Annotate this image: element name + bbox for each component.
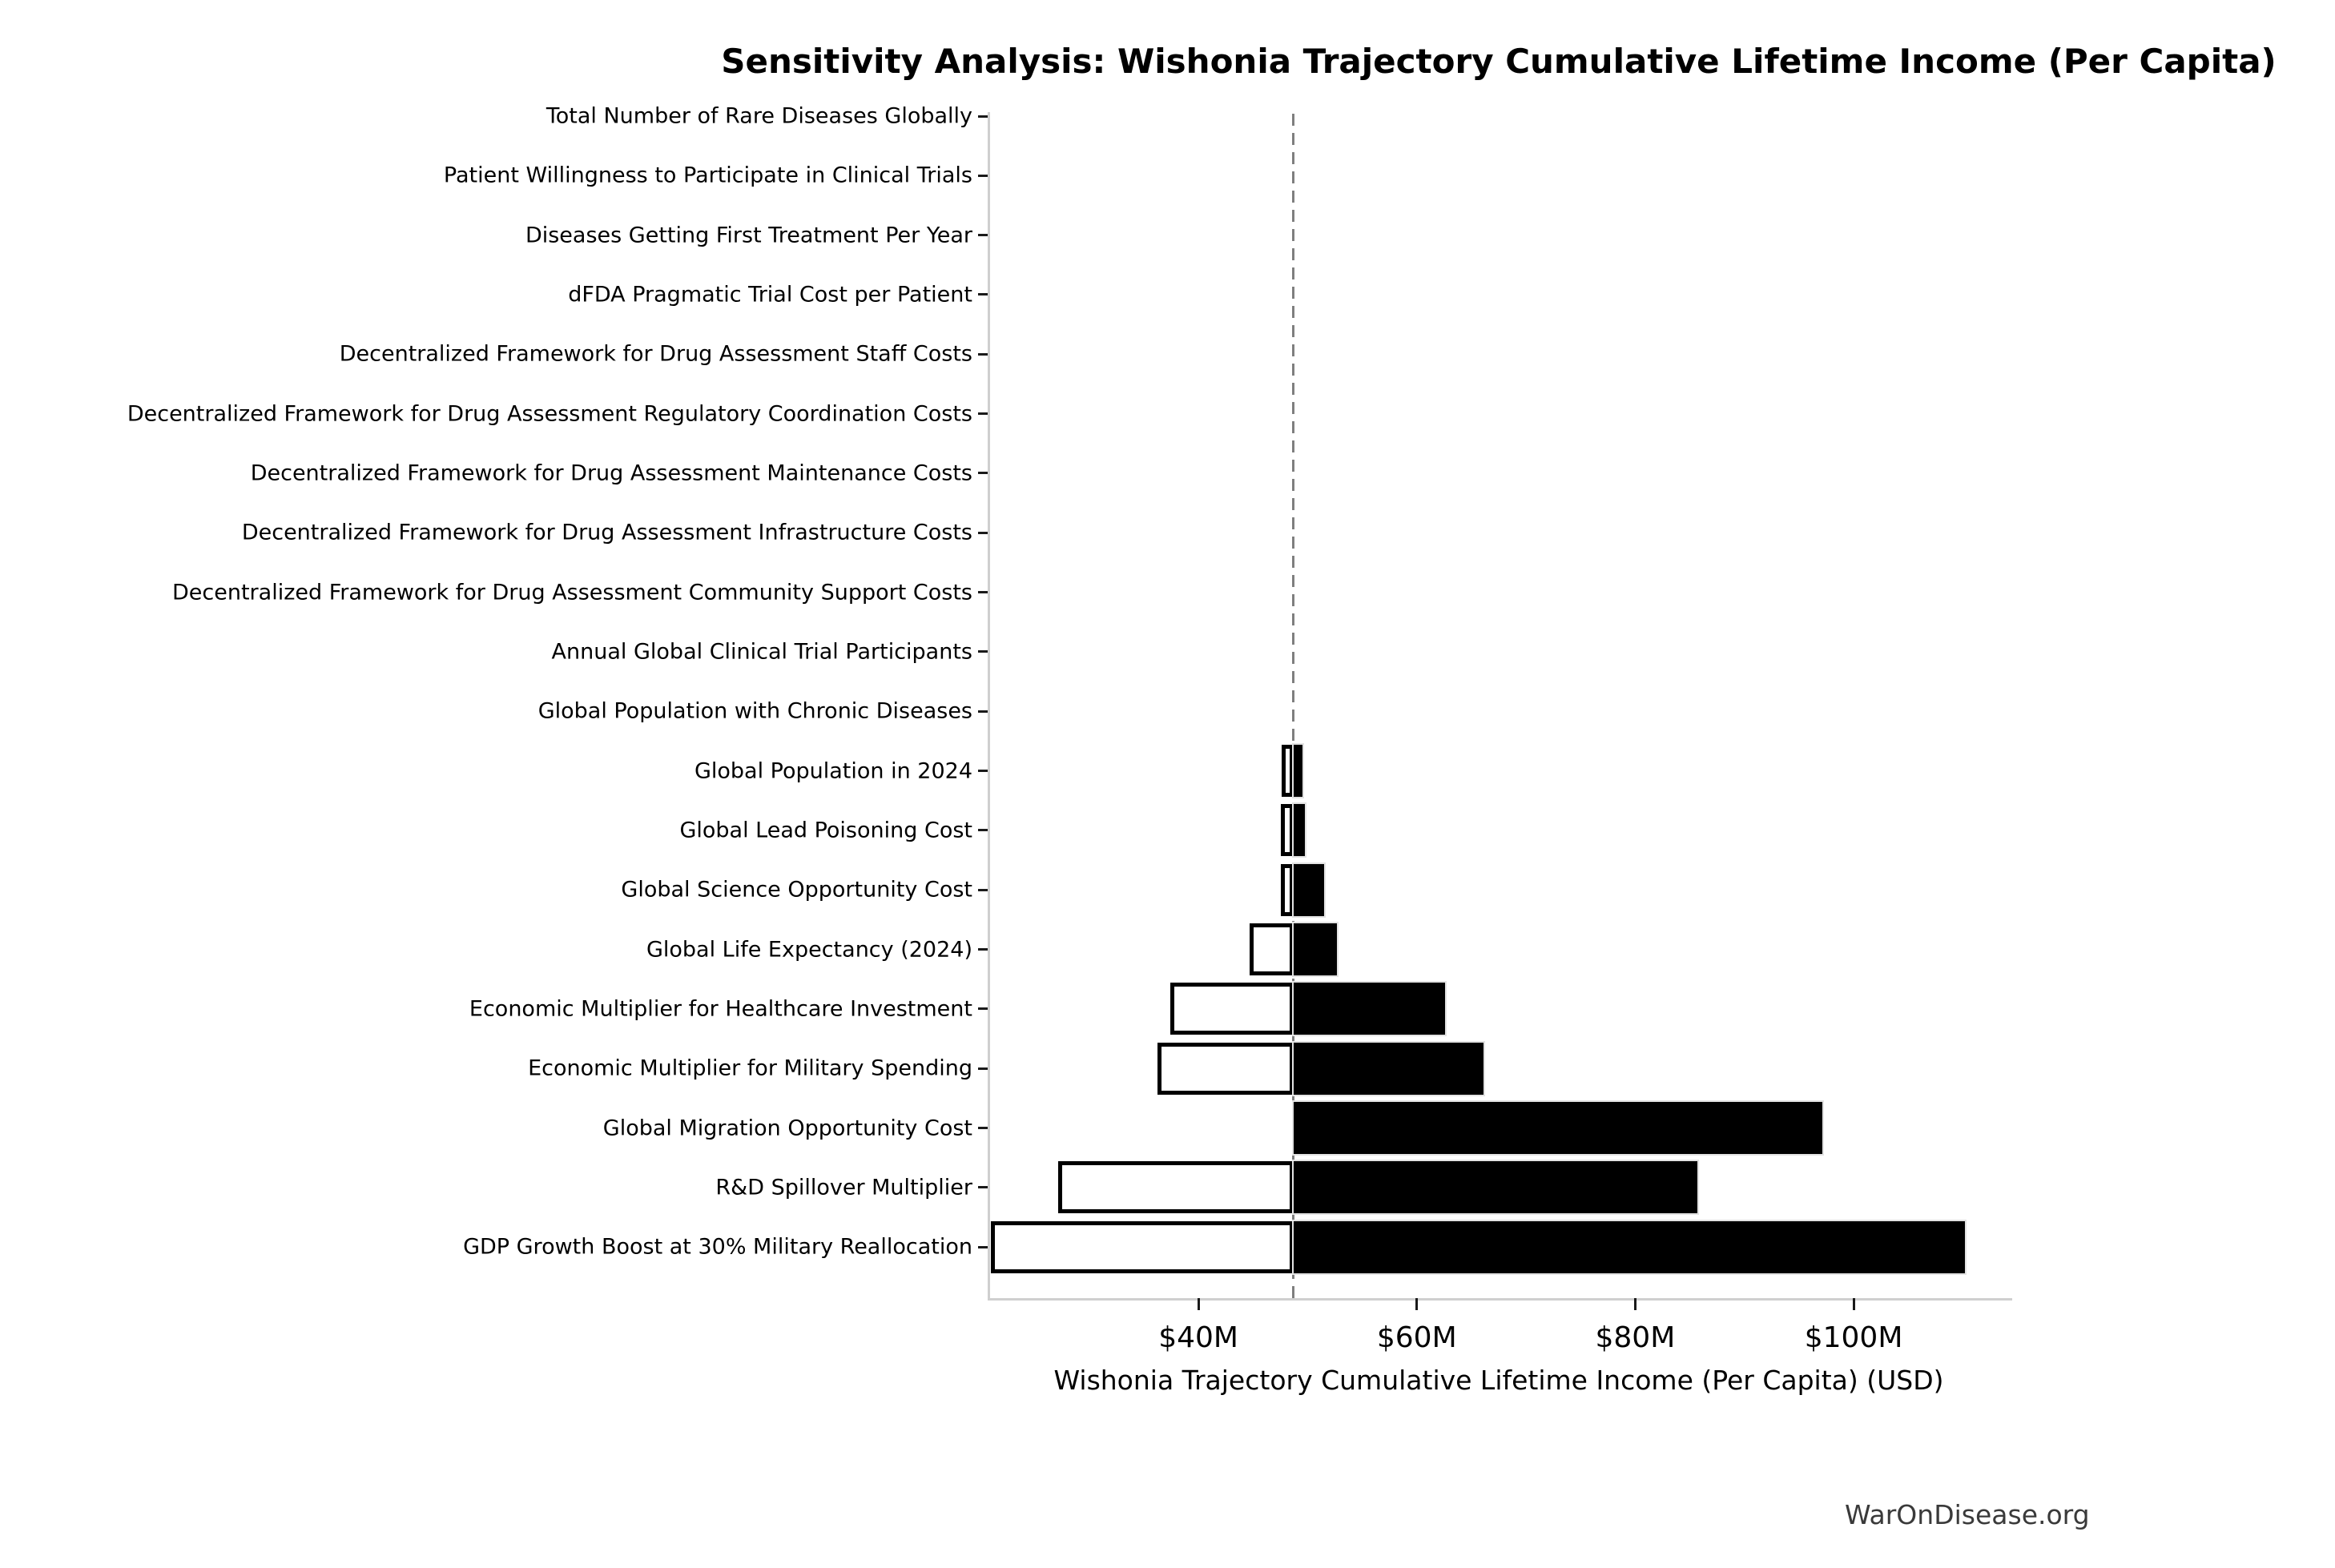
y-axis-label: Global Migration Opportunity Cost [602,1116,972,1141]
x-tick-label: $40M [1158,1321,1238,1354]
y-axis-label: Patient Willingness to Participate in Cl… [443,163,972,188]
y-tick [978,591,988,594]
chart-title: Sensitivity Analysis: Wishonia Trajector… [721,42,2277,81]
y-tick [978,352,988,356]
y-axis-label: R&D Spillover Multiplier [715,1175,972,1200]
x-tick [1197,1298,1200,1310]
y-axis-label: Economic Multiplier for Healthcare Inves… [469,996,972,1022]
x-tick [1852,1298,1855,1310]
bar-low [1281,745,1294,798]
bar-low [1057,1161,1294,1214]
y-tick [978,829,988,832]
y-axis-label: Decentralized Framework for Drug Assessm… [250,460,972,486]
x-tick-label: $60M [1376,1321,1457,1354]
y-tick [978,1127,988,1130]
y-tick [978,293,988,296]
y-tick [978,115,988,118]
y-tick [978,710,988,713]
bar-low [1250,923,1294,976]
watermark-text: WarOnDisease.org [1845,1499,2090,1530]
y-axis-label: Diseases Getting First Treatment Per Yea… [525,223,972,248]
bar-high [1293,863,1325,916]
y-tick [978,174,988,177]
y-tick [978,1245,988,1248]
bar-low [1280,804,1294,857]
y-tick [978,1186,988,1189]
y-tick [978,770,988,773]
y-axis-label: dFDA Pragmatic Trial Cost per Patient [568,282,972,308]
y-tick [978,472,988,475]
y-axis-label: Decentralized Framework for Drug Assessm… [339,341,972,367]
x-tick-label: $100M [1804,1321,1903,1354]
bar-low [1170,983,1294,1035]
y-tick [978,1067,988,1070]
bar-high [1293,923,1338,976]
y-axis-label: Annual Global Clinical Trial Participant… [551,639,972,665]
y-axis-label: GDP Growth Boost at 30% Military Realloc… [463,1234,972,1260]
bar-high [1293,1220,1966,1273]
y-tick [978,1007,988,1011]
y-tick [978,531,988,534]
bar-low [1157,1042,1294,1095]
y-tick [978,234,988,237]
plot-area [988,112,2012,1301]
x-tick-label: $80M [1595,1321,1676,1354]
bar-high [1293,1102,1822,1155]
x-tick [1415,1298,1419,1310]
bar-low [1280,863,1294,916]
y-axis-label: Decentralized Framework for Drug Assessm… [172,580,972,605]
y-axis-label: Global Population with Chronic Diseases [537,698,972,724]
bar-low [991,1220,1294,1273]
baseline-reference-line [1292,114,1295,1298]
bar-high [1293,1161,1698,1214]
y-axis-label: Global Lead Poisoning Cost [679,818,972,843]
y-axis-label: Global Population in 2024 [694,758,972,784]
y-axis-label: Total Number of Rare Diseases Globally [546,103,972,129]
y-axis-label: Economic Multiplier for Military Spendin… [528,1055,972,1081]
bar-high [1293,983,1446,1035]
x-axis-title: Wishonia Trajectory Cumulative Lifetime … [1053,1365,1944,1396]
y-axis-label: Global Life Expectancy (2024) [646,937,972,963]
bar-high [1293,1042,1484,1095]
y-axis-label: Decentralized Framework for Drug Assessm… [241,520,972,545]
x-tick [1633,1298,1637,1310]
y-axis-label: Decentralized Framework for Drug Assessm… [127,401,972,427]
bar-high [1293,745,1302,798]
y-tick [978,650,988,653]
y-tick [978,412,988,416]
y-tick [978,888,988,891]
bar-high [1293,804,1305,857]
y-axis-label: Global Science Opportunity Cost [621,877,972,903]
y-tick [978,948,988,951]
